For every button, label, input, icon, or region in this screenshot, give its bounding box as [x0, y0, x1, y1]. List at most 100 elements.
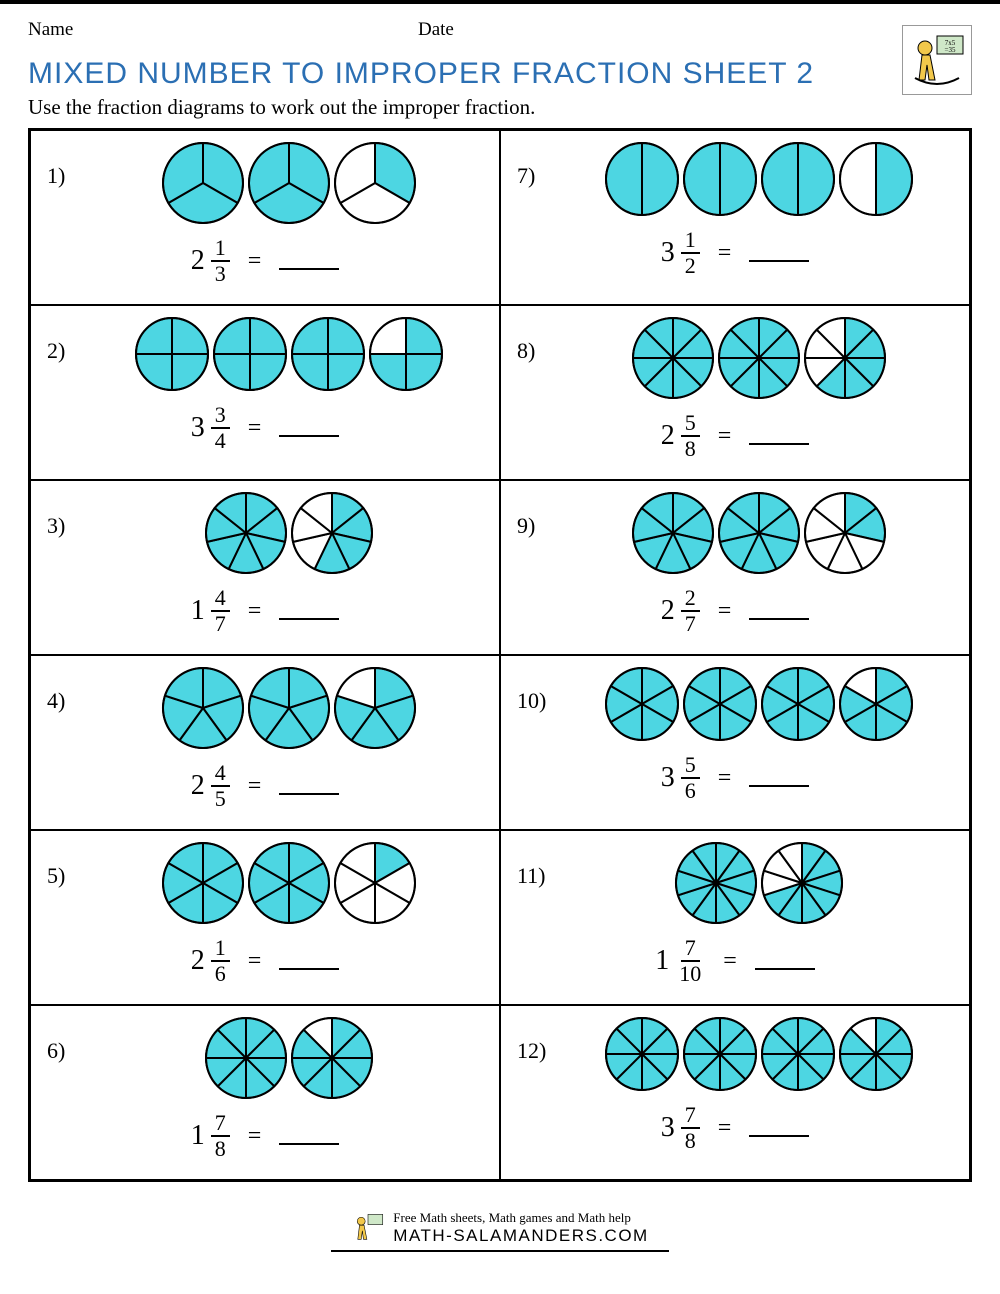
numerator: 2 — [681, 587, 700, 612]
answer-blank[interactable] — [749, 1119, 809, 1137]
fraction-circle-icon — [604, 141, 680, 217]
problem-cell: 8) 258 = — [500, 305, 970, 480]
fraction-circles — [89, 666, 489, 750]
denominator: 8 — [681, 437, 700, 460]
question-number: 9) — [511, 491, 559, 539]
fraction-circle-icon — [604, 1016, 680, 1092]
problem-cell: 10)356= — [500, 655, 970, 830]
fraction-circles — [559, 841, 959, 925]
mixed-number: 216 — [191, 937, 230, 985]
answer-blank[interactable] — [755, 952, 815, 970]
answer-blank[interactable] — [749, 769, 809, 787]
fraction-circle-icon — [760, 666, 836, 742]
problem-cell: 3) 147= — [30, 480, 500, 655]
question-number: 1) — [41, 141, 89, 189]
fraction-circle-icon — [161, 841, 245, 925]
fraction-circles — [559, 316, 959, 400]
equals-sign: = — [718, 598, 732, 625]
equals-sign: = — [723, 948, 737, 975]
equation-row: 1710= — [511, 937, 959, 985]
equation-row: 334 = — [41, 404, 489, 452]
fraction-circles — [559, 1016, 959, 1092]
fraction-circle-icon — [760, 1016, 836, 1092]
question-number: 4) — [41, 666, 89, 714]
mixed-number: 147 — [191, 587, 230, 635]
equation-row: 227= — [511, 587, 959, 635]
numerator: 1 — [211, 937, 230, 962]
denominator: 8 — [681, 1129, 700, 1152]
mixed-number: 334 — [191, 404, 230, 452]
whole-part: 2 — [661, 420, 675, 452]
name-label: Name — [28, 19, 378, 41]
question-number: 5) — [41, 841, 89, 889]
footer-logo-icon — [351, 1211, 385, 1245]
fraction-circle-icon — [333, 841, 417, 925]
fraction-part: 45 — [211, 762, 230, 810]
denominator: 8 — [211, 1137, 230, 1160]
problem-cell: 2) 334 = — [30, 305, 500, 480]
fraction-circle-icon — [247, 841, 331, 925]
question-number: 10) — [511, 666, 559, 714]
equals-sign: = — [718, 765, 732, 792]
fraction-part: 13 — [211, 237, 230, 285]
problem-cell: 4) 245= — [30, 655, 500, 830]
question-number: 3) — [41, 491, 89, 539]
equals-sign: = — [718, 423, 732, 450]
fraction-circle-icon — [290, 1016, 374, 1100]
problem-grid: 1)213=7)312=2)334=8)258=3)147=9)227=4)24… — [28, 128, 972, 1182]
whole-part: 2 — [191, 945, 205, 977]
fraction-circle-icon — [717, 491, 801, 575]
equals-sign: = — [248, 415, 262, 442]
fraction-circle-icon — [803, 316, 887, 400]
fraction-part: 58 — [681, 412, 700, 460]
equals-sign: = — [718, 1115, 732, 1142]
fraction-circle-icon — [717, 316, 801, 400]
fraction-part: 710 — [675, 937, 705, 985]
fraction-part: 78 — [211, 1112, 230, 1160]
whole-part: 3 — [191, 412, 205, 444]
numerator: 5 — [681, 754, 700, 779]
fraction-circle-icon — [838, 666, 914, 742]
fraction-circle-icon — [247, 141, 331, 225]
fraction-circle-icon — [803, 491, 887, 575]
whole-part: 3 — [661, 1112, 675, 1144]
answer-blank[interactable] — [279, 419, 339, 437]
fraction-circle-icon — [290, 316, 366, 392]
fraction-circle-icon — [631, 491, 715, 575]
answer-blank[interactable] — [279, 1127, 339, 1145]
question-number: 8) — [511, 316, 559, 364]
equation-row: 312= — [511, 229, 959, 277]
fraction-part: 16 — [211, 937, 230, 985]
fraction-circle-icon — [674, 841, 758, 925]
whole-part: 2 — [191, 245, 205, 277]
equation-row: 258 = — [511, 412, 959, 460]
whole-part: 2 — [191, 770, 205, 802]
fraction-circle-icon — [631, 316, 715, 400]
answer-blank[interactable] — [749, 427, 809, 445]
equation-row: 245= — [41, 762, 489, 810]
fraction-circle-icon — [333, 141, 417, 225]
fraction-part: 78 — [681, 1104, 700, 1152]
fraction-circle-icon — [134, 316, 210, 392]
problem-cell: 7)312= — [500, 130, 970, 305]
problem-cell: 6)178= — [30, 1005, 500, 1180]
fraction-circle-icon — [204, 1016, 288, 1100]
whole-part: 3 — [661, 237, 675, 269]
fraction-part: 47 — [211, 587, 230, 635]
answer-blank[interactable] — [279, 952, 339, 970]
fraction-part: 34 — [211, 404, 230, 452]
numerator: 1 — [681, 229, 700, 254]
mixed-number: 258 — [661, 412, 700, 460]
problem-cell: 5)216= — [30, 830, 500, 1005]
answer-blank[interactable] — [279, 602, 339, 620]
answer-blank[interactable] — [749, 244, 809, 262]
equation-row: 147= — [41, 587, 489, 635]
answer-blank[interactable] — [279, 252, 339, 270]
answer-blank[interactable] — [279, 777, 339, 795]
fraction-circles — [89, 1016, 489, 1100]
whole-part: 1 — [191, 1120, 205, 1152]
fraction-circles — [559, 666, 959, 742]
page-title: MIXED NUMBER TO IMPROPER FRACTION SHEET … — [28, 57, 814, 91]
answer-blank[interactable] — [749, 602, 809, 620]
question-number: 2) — [41, 316, 89, 364]
